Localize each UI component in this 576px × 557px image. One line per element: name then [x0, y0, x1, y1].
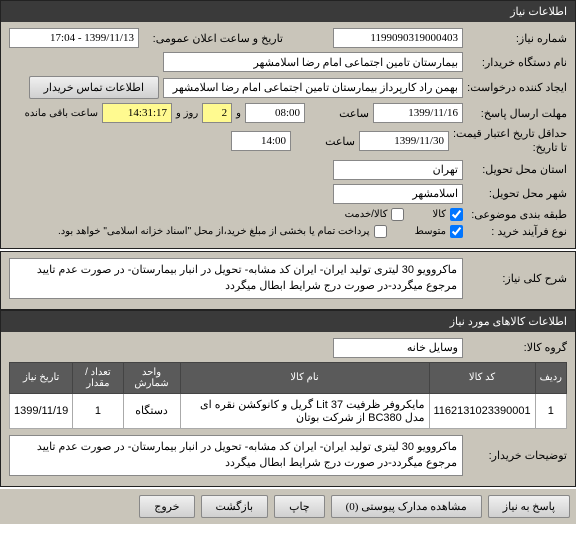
process-mid-label: متوسط [415, 226, 446, 237]
pkg-label: طبقه بندی موضوعی: [467, 208, 567, 221]
button-bar: پاسخ به نیاز مشاهده مدارک پیوستی (0) چاپ… [0, 489, 576, 524]
deliver-prov-field[interactable] [333, 160, 463, 180]
process-note-label: پرداخت تمام یا بخشی از مبلغ خرید،از محل … [58, 226, 370, 237]
org-label: نام دستگاه خریدار: [467, 56, 567, 69]
exit-button[interactable]: خروج [139, 495, 194, 518]
process-label: نوع فرآیند خرید : [467, 225, 567, 238]
pkg-goods-label: کالا [432, 209, 446, 220]
docs-button[interactable]: مشاهده مدارک پیوستی (0) [331, 495, 482, 518]
validity-time-field[interactable] [231, 131, 291, 151]
th-row: ردیف [535, 362, 566, 393]
info-panel: اطلاعات نیاز شماره نیاز: تاریخ و ساعت اع… [0, 0, 576, 249]
org-field[interactable] [163, 52, 463, 72]
goods-group-label: گروه کالا: [467, 341, 567, 354]
pkg-service-label: کالا/خدمت [345, 209, 388, 220]
report-button[interactable]: بازگشت [201, 495, 269, 518]
deliver-city-field[interactable] [333, 184, 463, 204]
deadline-days-label: روز و [176, 108, 198, 119]
deadline-time-label: ساعت [309, 107, 369, 120]
th-qty: تعداد / مقدار [73, 362, 123, 393]
th-code: کد کالا [429, 362, 535, 393]
deadline-date-field[interactable] [373, 103, 463, 123]
cell-qty: 1 [73, 393, 123, 428]
buyer-notes-field[interactable]: ماکروویو 30 لیتری تولید ایران- ایران کد … [9, 435, 463, 476]
th-name: نام کالا [180, 362, 429, 393]
info-panel-header: اطلاعات نیاز [1, 1, 575, 22]
cell-unit: دستگاه [123, 393, 180, 428]
creator-label: ایجاد کننده درخواست: [467, 81, 567, 94]
th-date: تاریخ نیاز [10, 362, 73, 393]
goods-panel: اطلاعات کالاهای مورد نیاز گروه کالا: ردی… [0, 310, 576, 487]
cell-code: 1162131023390001 [429, 393, 535, 428]
process-mid-checkbox[interactable] [450, 225, 463, 238]
cell-date: 1399/11/19 [10, 393, 73, 428]
goods-table: ردیف کد کالا نام کالا واحد شمارش تعداد /… [9, 362, 567, 429]
deliver-city-label: شهر محل تحویل: [467, 187, 567, 200]
table-row[interactable]: 1 1162131023390001 مایکروفر ظرفیت Lit 37… [10, 393, 567, 428]
main-desc-section: شرح کلی نیاز: ماکروویو 30 لیتری تولید ای… [0, 251, 576, 310]
deliver-prov-label: استان محل تحویل: [467, 163, 567, 176]
goods-group-field[interactable] [333, 338, 463, 358]
deadline-and: و [236, 108, 241, 119]
cell-name: مایکروفر ظرفیت Lit 37 گریل و کانوکشن نقر… [180, 393, 429, 428]
buyer-contact-button[interactable]: اطلاعات تماس خریدار [29, 76, 159, 99]
cell-row: 1 [535, 393, 566, 428]
deadline-remain-label: ساعت باقی مانده [25, 108, 98, 119]
validity-date-field[interactable] [359, 131, 449, 151]
table-header-row: ردیف کد کالا نام کالا واحد شمارش تعداد /… [10, 362, 567, 393]
goods-panel-header: اطلاعات کالاهای مورد نیاز [1, 311, 575, 332]
info-panel-body: شماره نیاز: تاریخ و ساعت اعلان عمومی: نا… [1, 22, 575, 248]
buyer-notes-label: توضیحات خریدار: [467, 449, 567, 462]
main-desc-field[interactable]: ماکروویو 30 لیتری تولید ایران- ایران کد … [9, 258, 463, 299]
print-button[interactable]: چاپ [274, 495, 325, 518]
process-note-checkbox[interactable] [374, 225, 387, 238]
announce-field[interactable] [9, 28, 139, 48]
deadline-label: مهلت ارسال پاسخ: [467, 107, 567, 120]
goods-panel-body: گروه کالا: ردیف کد کالا نام کالا واحد شم… [1, 332, 575, 486]
need-no-field[interactable] [333, 28, 463, 48]
deadline-days-field[interactable] [202, 103, 232, 123]
validity-time-label: ساعت [295, 135, 355, 148]
pkg-service-checkbox[interactable] [391, 208, 404, 221]
announce-label: تاریخ و ساعت اعلان عمومی: [143, 32, 283, 45]
need-no-label: شماره نیاز: [467, 32, 567, 45]
validity-label: حداقل تاریخ اعتبار قیمت: تا تاریخ: [453, 127, 567, 156]
creator-field[interactable] [163, 78, 463, 98]
reply-button[interactable]: پاسخ به نیاز [488, 495, 570, 518]
deadline-hms-field[interactable] [102, 103, 172, 123]
main-desc-label: شرح کلی نیاز: [467, 272, 567, 285]
th-unit: واحد شمارش [123, 362, 180, 393]
pkg-goods-checkbox[interactable] [450, 208, 463, 221]
deadline-time-field[interactable] [245, 103, 305, 123]
